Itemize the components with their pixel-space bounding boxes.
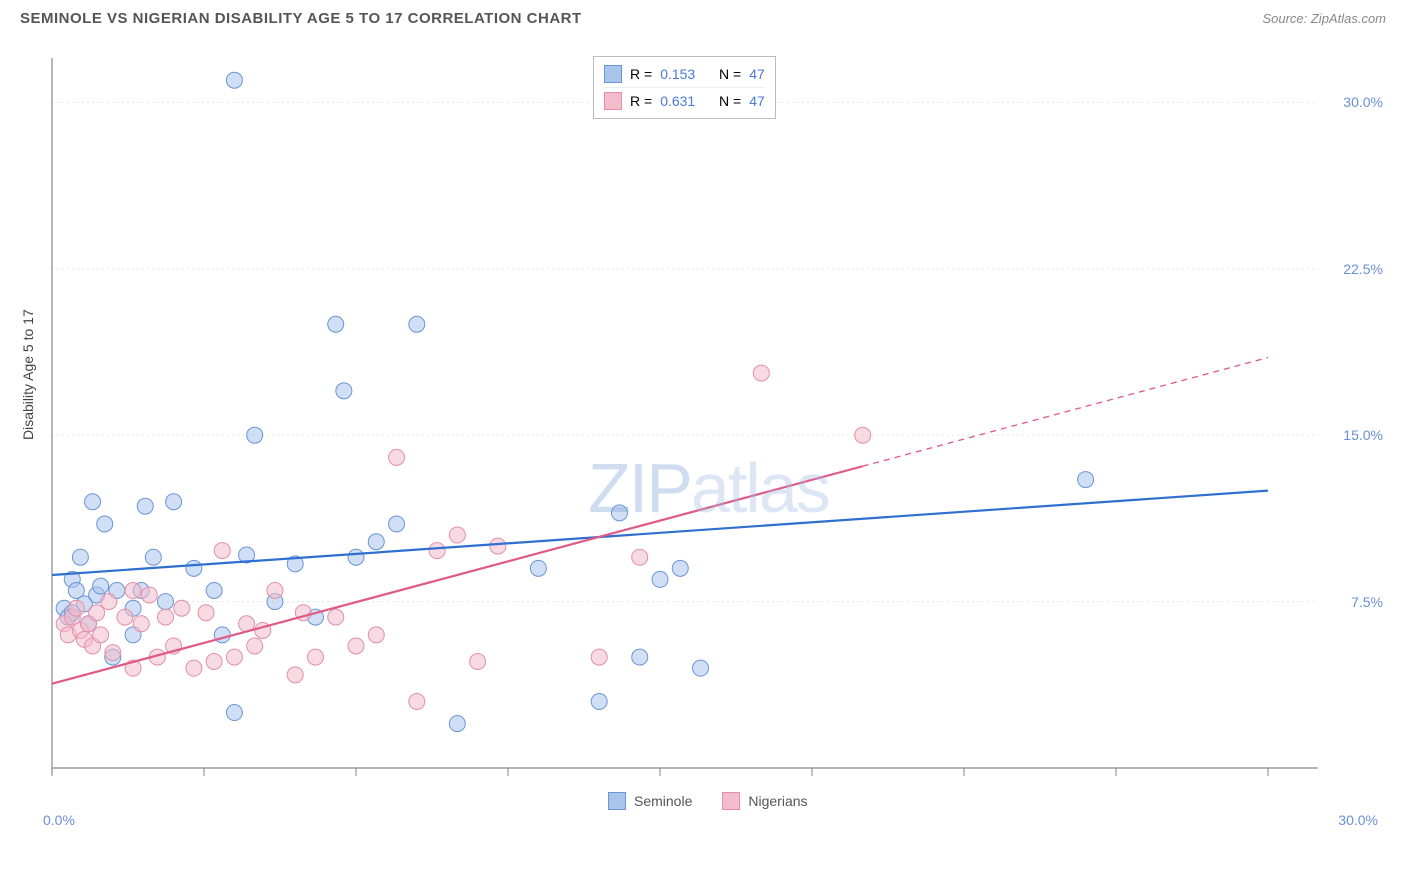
r-label: R =	[630, 93, 652, 109]
swatch-seminole	[604, 65, 622, 83]
y-axis-label: Disability Age 5 to 17	[20, 309, 36, 440]
x-tick-label-right: 30.0%	[1338, 812, 1378, 828]
swatch-nigerians	[722, 792, 740, 810]
n-label: N =	[719, 93, 741, 109]
legend-label: Seminole	[634, 793, 692, 809]
y-tick-label: 22.5%	[1343, 261, 1383, 277]
n-label: N =	[719, 66, 741, 82]
n-value-nigerians: 47	[749, 93, 765, 109]
swatch-nigerians	[604, 92, 622, 110]
legend-series: Seminole Nigerians	[608, 792, 808, 810]
y-tick-label: 7.5%	[1351, 594, 1383, 610]
swatch-seminole	[608, 792, 626, 810]
y-tick-label: 15.0%	[1343, 427, 1383, 443]
legend-correlation: R = 0.153 N = 47 R = 0.631 N = 47	[593, 56, 776, 119]
r-value-nigerians: 0.631	[660, 93, 695, 109]
r-value-seminole: 0.153	[660, 66, 695, 82]
source-label: Source: ZipAtlas.com	[1262, 11, 1386, 26]
legend-label: Nigerians	[748, 793, 807, 809]
chart-title: SEMINOLE VS NIGERIAN DISABILITY AGE 5 TO…	[20, 10, 582, 27]
legend-row-seminole: R = 0.153 N = 47	[604, 63, 765, 85]
scatter-chart	[48, 48, 1388, 828]
legend-item-seminole: Seminole	[608, 792, 692, 810]
y-tick-label: 30.0%	[1343, 94, 1383, 110]
n-value-seminole: 47	[749, 66, 765, 82]
legend-item-nigerians: Nigerians	[722, 792, 807, 810]
r-label: R =	[630, 66, 652, 82]
x-tick-label-left: 0.0%	[43, 812, 75, 828]
chart-container: ZIPatlas R = 0.153 N = 47 R = 0.631 N = …	[48, 48, 1388, 828]
legend-row-nigerians: R = 0.631 N = 47	[604, 87, 765, 112]
